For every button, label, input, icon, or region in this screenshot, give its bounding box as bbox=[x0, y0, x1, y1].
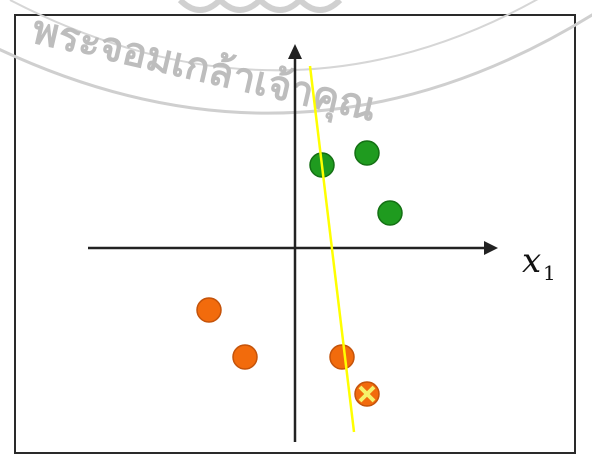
axes: x 1 bbox=[88, 44, 556, 442]
orange-class-points bbox=[196, 297, 355, 370]
green-class-points bbox=[309, 140, 403, 226]
orange-point bbox=[232, 344, 258, 370]
cross-mark-icon bbox=[358, 385, 376, 403]
diagram-frame bbox=[14, 14, 576, 454]
orange-point bbox=[196, 297, 222, 323]
decision-boundary-line bbox=[308, 65, 356, 433]
orange-point bbox=[329, 344, 355, 370]
x-axis-label-subscript: 1 bbox=[543, 261, 556, 285]
misclassified-point bbox=[354, 381, 380, 407]
green-point bbox=[354, 140, 380, 166]
y-axis-arrowhead bbox=[288, 44, 302, 59]
green-point bbox=[377, 200, 403, 226]
x-axis-label: x bbox=[522, 241, 541, 281]
watermark-ornament bbox=[177, 0, 343, 13]
x-axis-arrowhead bbox=[484, 241, 498, 255]
watermark-text: พระจอมเกล้าเจ้าคุณ bbox=[27, 7, 380, 133]
